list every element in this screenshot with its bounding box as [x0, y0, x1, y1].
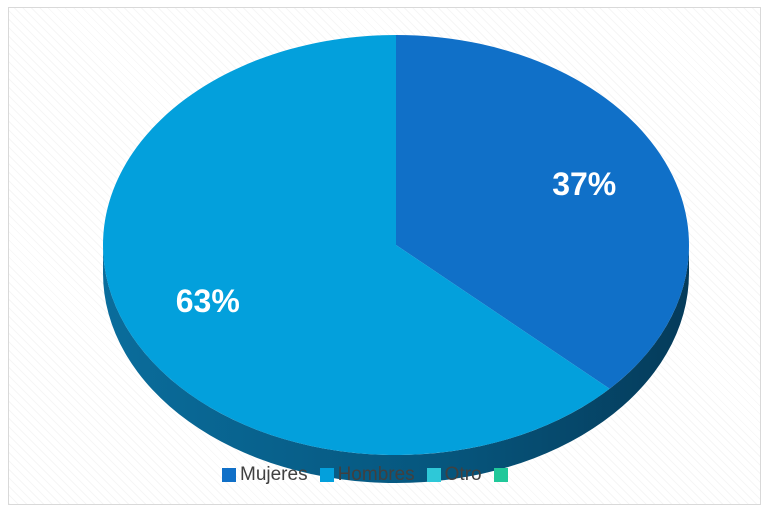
legend-item-4: [493, 468, 512, 482]
legend-swatch-4: [493, 468, 508, 482]
legend-item-mujeres: Mujeres: [222, 464, 308, 486]
data-label-hombres: 63%: [176, 283, 240, 319]
pie-slice-mujeres: [396, 35, 689, 389]
legend-swatch-hombres: [319, 468, 334, 482]
legend-item-hombres: Hombres: [319, 464, 415, 486]
legend-label-otro: Otro: [444, 464, 482, 485]
legend-item-otro: Otro: [426, 464, 482, 486]
pie-slice-hombres: [102, 35, 610, 455]
legend-swatch-otro: [426, 468, 441, 482]
legend-label-mujeres: Mujeres: [240, 464, 308, 485]
data-label-mujeres: 37%: [552, 166, 616, 202]
legend: Mujeres Hombres Otro: [222, 464, 512, 486]
legend-swatch-mujeres: [222, 468, 236, 482]
legend-label-hombres: Hombres: [337, 464, 415, 485]
